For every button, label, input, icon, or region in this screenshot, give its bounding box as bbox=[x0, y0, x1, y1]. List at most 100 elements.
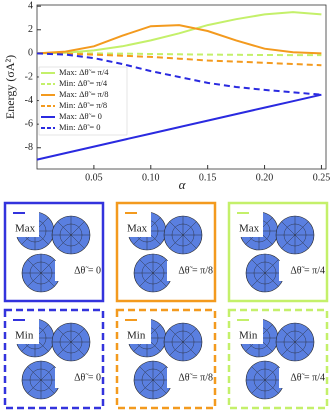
blob-rib bbox=[27, 366, 42, 381]
blob-rib bbox=[182, 328, 197, 343]
blob-rib bbox=[152, 366, 167, 381]
blob-rib bbox=[27, 272, 42, 287]
y-tick-label: -4 bbox=[25, 95, 33, 106]
blob-rib bbox=[182, 234, 197, 249]
blob-rib bbox=[70, 221, 85, 236]
panel-label: Max bbox=[127, 223, 148, 235]
blob-ring bbox=[283, 223, 307, 247]
blob-rib bbox=[281, 328, 296, 343]
blob-ring bbox=[29, 368, 53, 392]
blob-rib bbox=[57, 221, 72, 236]
blob-rib bbox=[40, 379, 55, 394]
blob-rib bbox=[40, 366, 55, 381]
blob-rib bbox=[152, 272, 167, 287]
panel-label: Max bbox=[239, 223, 260, 235]
panel: Max Δθ̃ = π/8 bbox=[115, 201, 217, 303]
panel-label: Min bbox=[15, 330, 34, 342]
blob-rib bbox=[281, 234, 296, 249]
blob-rib bbox=[152, 259, 167, 274]
legend-label: Min: Δθ̃ = 0 bbox=[59, 122, 101, 132]
x-tick-label: 0.25 bbox=[313, 172, 331, 183]
x-axis-label: α bbox=[179, 177, 187, 192]
blob-ring bbox=[283, 330, 307, 354]
blob-rib bbox=[152, 379, 167, 394]
blob-ring bbox=[141, 368, 165, 392]
blob-rib bbox=[294, 328, 309, 343]
eq-bg bbox=[55, 368, 101, 388]
blob-rib bbox=[294, 221, 309, 236]
y-tick-label: 4 bbox=[28, 0, 33, 11]
blob-rib bbox=[27, 379, 42, 394]
blob-ring bbox=[253, 261, 277, 285]
series-line bbox=[36, 11, 322, 55]
eq-bg bbox=[167, 368, 213, 388]
y-tick-label: 0 bbox=[28, 48, 33, 59]
blob-rib bbox=[70, 234, 85, 249]
blob-rib bbox=[70, 341, 85, 356]
legend-label: Min: Δθ̃ = π/8 bbox=[59, 100, 107, 110]
legend-label: Min: Δθ̃ = π/4 bbox=[59, 78, 108, 88]
x-tick-label: 0.05 bbox=[85, 172, 103, 183]
panel: Max Δθ̃ = π/4 bbox=[227, 201, 329, 303]
x-tick-label: 0.20 bbox=[256, 172, 274, 183]
panel: Max Δθ̃ = 0 bbox=[3, 201, 105, 303]
blob-rib bbox=[139, 379, 154, 394]
panel-equation: Δθ̃ = π/4 bbox=[290, 265, 325, 276]
y-tick-label: 2 bbox=[28, 24, 33, 35]
eq-bg bbox=[55, 261, 101, 281]
panel-label: Max bbox=[15, 223, 36, 235]
series-line bbox=[37, 52, 322, 57]
blob-rib bbox=[27, 259, 42, 274]
blob-rib bbox=[281, 221, 296, 236]
blob-rib bbox=[169, 221, 184, 236]
blob-rib bbox=[57, 328, 72, 343]
legend-label: Max: Δθ̃ = π/4 bbox=[59, 67, 109, 77]
blob-rib bbox=[182, 341, 197, 356]
legend-label: Max: Δθ̃ = 0 bbox=[59, 111, 102, 121]
panel-equation: Δθ̃ = π/8 bbox=[178, 265, 213, 276]
panel: Min Δθ̃ = π/4 bbox=[227, 308, 329, 410]
blob-rib bbox=[251, 366, 266, 381]
eq-bg bbox=[279, 368, 325, 388]
series-line bbox=[36, 93, 322, 161]
blob-ring bbox=[253, 368, 277, 392]
panel: Min Δθ̃ = π/8 bbox=[115, 308, 217, 410]
blob-rib bbox=[251, 272, 266, 287]
panel-label: Min bbox=[239, 330, 258, 342]
y-tick-label: -6 bbox=[25, 118, 33, 129]
blob-rib bbox=[139, 366, 154, 381]
series-line bbox=[36, 52, 322, 96]
blob-ring bbox=[171, 330, 195, 354]
panel-equation: Δθ̃ = 0 bbox=[74, 265, 101, 276]
blob-rib bbox=[40, 259, 55, 274]
blob-rib bbox=[40, 272, 55, 287]
blob-rib bbox=[57, 234, 72, 249]
blob-ring bbox=[59, 223, 83, 247]
y-axis-label: Energy (σA²) bbox=[3, 55, 17, 119]
blob-ring bbox=[29, 261, 53, 285]
plot-frame bbox=[36, 4, 327, 170]
x-tick-label: 0.10 bbox=[142, 172, 160, 183]
blob-rib bbox=[139, 259, 154, 274]
blob-rib bbox=[264, 272, 279, 287]
blob-rib bbox=[264, 259, 279, 274]
panel-label: Min bbox=[127, 330, 146, 342]
blob-ring bbox=[171, 223, 195, 247]
blob-rib bbox=[294, 341, 309, 356]
eq-bg bbox=[167, 261, 213, 281]
y-tick-label: -8 bbox=[25, 142, 33, 153]
panel-equation: Δθ̃ = 0 bbox=[74, 372, 101, 383]
blob-rib bbox=[251, 259, 266, 274]
blob-rib bbox=[169, 341, 184, 356]
series-line bbox=[36, 24, 322, 55]
blob-rib bbox=[70, 328, 85, 343]
panel-equation: Δθ̃ = π/8 bbox=[178, 372, 213, 383]
blob-rib bbox=[251, 379, 266, 394]
blob-rib bbox=[264, 366, 279, 381]
blob-rib bbox=[169, 234, 184, 249]
panel: Min Δθ̃ = 0 bbox=[3, 308, 105, 410]
eq-bg bbox=[279, 261, 325, 281]
blob-ring bbox=[59, 330, 83, 354]
